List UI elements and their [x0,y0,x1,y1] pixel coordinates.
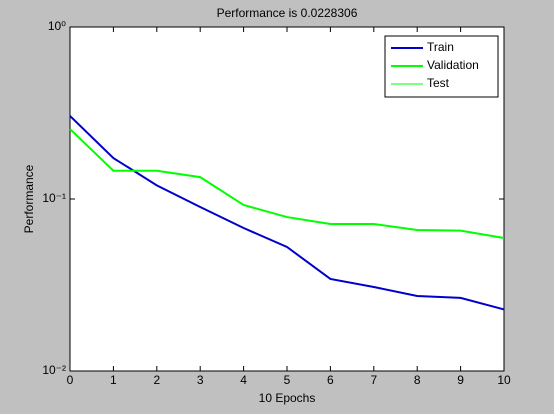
y-axis-label: Performance [22,164,36,233]
y-tick-label: 10⁻¹ [42,191,66,205]
chart-title: Performance is 0.0228306 [217,6,358,20]
legend-label: Test [427,76,450,90]
x-tick-label: 9 [457,373,464,387]
legend-label: Validation [427,58,479,72]
x-tick-label: 7 [370,373,377,387]
x-tick-label: 8 [414,373,421,387]
series-line [69,115,505,311]
x-axis-label: 10 Epochs [259,391,316,405]
legend-label: Train [427,40,454,54]
x-tick-label: 2 [153,373,160,387]
x-tick-label: 10 [497,373,511,387]
x-tick-label: 1 [110,373,117,387]
x-tick-label: 4 [240,373,247,387]
x-tick-label: 6 [327,373,334,387]
series-line [69,128,505,240]
y-tick-label: 10⁻² [42,363,66,377]
x-tick-label: 0 [67,373,74,387]
y-tick-label: 10⁰ [48,19,66,33]
x-tick-label: 3 [197,373,204,387]
x-tick-label: 5 [284,373,291,387]
